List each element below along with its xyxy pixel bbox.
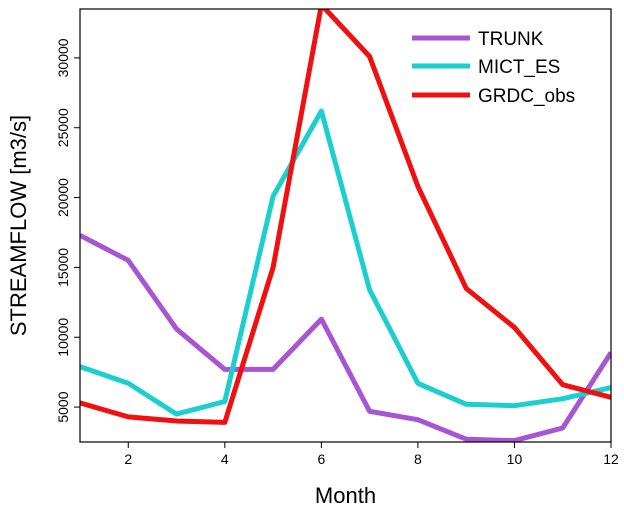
x-tick-label: 2 — [124, 451, 132, 467]
x-tick-label: 4 — [221, 451, 229, 467]
legend-label-trunk: TRUNK — [478, 29, 544, 50]
series-line-mict-es — [80, 108, 611, 417]
series-line-grdc-obs — [80, 9, 611, 425]
y-tick-label: 30000 — [55, 38, 71, 77]
y-tick-label: 5000 — [55, 391, 71, 422]
legend-label-mict-es: MICT_ES — [478, 57, 560, 78]
y-tick-label: 15000 — [55, 248, 71, 287]
x-tick-label: 10 — [507, 451, 523, 467]
y-axis-label: STREAMFLOW [m3/s] — [6, 115, 31, 336]
legend-label-grdc-obs: GRDC_obs — [478, 86, 575, 107]
plot-frame — [79, 8, 612, 443]
x-axis: 2 4 6 8 10 12 — [124, 442, 619, 467]
series-line-trunk — [80, 233, 611, 442]
x-tick-label: 12 — [603, 451, 619, 467]
y-axis: 5000 10000 15000 20000 25000 30000 — [55, 38, 80, 423]
x-axis-label: Month — [315, 483, 376, 508]
x-tick-label: 6 — [317, 451, 325, 467]
y-tick-label: 10000 — [55, 318, 71, 357]
series-lines — [80, 9, 611, 442]
x-tick-label: 8 — [414, 451, 422, 467]
y-tick-label: 25000 — [55, 108, 71, 147]
y-tick-label: 20000 — [55, 178, 71, 217]
legend: TRUNK MICT_ES GRDC_obs — [412, 29, 575, 107]
